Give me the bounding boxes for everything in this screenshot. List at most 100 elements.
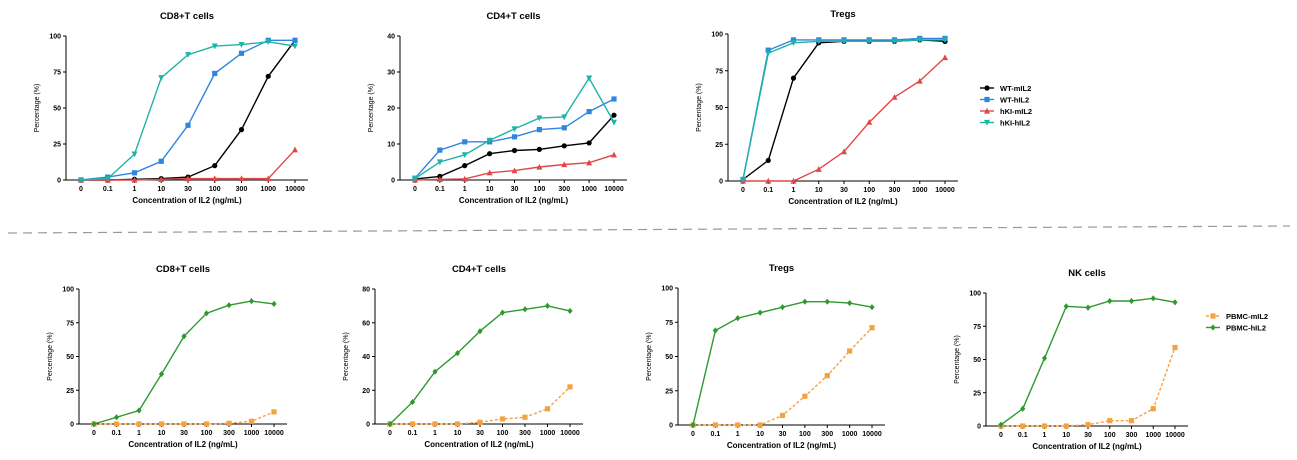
y-axis-label: Percentage (%): [696, 83, 703, 132]
data-point-PBMC-hIL2: [567, 307, 573, 315]
legend-label: WT-hIL2: [1000, 95, 1029, 104]
data-point-PBMC-hIL2: [690, 421, 696, 429]
data-point-WT-hIL2: [131, 170, 138, 176]
chart-title: NK cells: [1068, 268, 1106, 279]
x-tick-label: 300: [889, 187, 901, 194]
series-line-PBMC-hIL2: [692, 301, 873, 426]
x-tick-label: 300: [519, 430, 531, 437]
x-axis-label: Concentration of IL2 (ng/mL): [1032, 442, 1142, 451]
y-tick-label: 100: [711, 32, 723, 39]
y-tick-label: 10: [387, 142, 395, 149]
data-point-PBMC-mIL2: [1150, 406, 1156, 412]
data-point-hKI-hIL2: [942, 37, 948, 44]
x-tick-label: 10000: [285, 186, 305, 193]
data-point-hKI-mIL2: [486, 169, 493, 176]
y-tick-label: 80: [362, 287, 370, 294]
x-tick-label: 100: [799, 431, 811, 438]
y-tick-label: 75: [665, 320, 673, 327]
y-tick-label: 0: [70, 422, 74, 429]
x-tick-label: 10: [158, 430, 166, 437]
data-point-PBMC-hIL2: [248, 298, 255, 305]
data-point-WT-hIL2: [586, 109, 592, 115]
y-tick-label: 75: [973, 324, 981, 331]
data-point-PBMC-hIL2: [499, 309, 506, 316]
x-tick-label: 0.1: [112, 430, 122, 437]
data-point-WT-hIL2: [238, 50, 245, 56]
data-point-PBMC-hIL2: [387, 420, 393, 428]
data-point-hKI-mIL2: [185, 175, 191, 182]
x-tick-label: 0: [691, 431, 695, 438]
data-point-hKI-hIL2: [891, 38, 898, 45]
data-point-WT-hIL2: [536, 127, 542, 133]
y-tick-label: 50: [973, 357, 981, 364]
data-point-WT-hIL2: [790, 37, 797, 43]
x-tick-label: 0.1: [711, 431, 721, 438]
x-tick-label: 0.1: [1018, 432, 1028, 439]
data-point-PBMC-hIL2: [1063, 303, 1069, 310]
data-point-PBMC-mIL2: [136, 421, 142, 427]
data-point-hKI-hIL2: [561, 114, 568, 121]
data-point-hKI-mIL2: [461, 175, 468, 182]
y-tick-label: 75: [53, 70, 61, 77]
x-tick-label: 100: [497, 430, 509, 437]
x-tick-label: 0.1: [408, 430, 418, 437]
y-axis-label: Percentage (%): [368, 84, 375, 133]
data-point-hKI-mIL2: [611, 151, 617, 158]
y-tick-label: 100: [969, 291, 981, 298]
x-tick-label: 1: [133, 186, 137, 193]
series-line-WT-hIL2: [80, 39, 295, 181]
series-line-hKI-hIL2: [80, 41, 296, 181]
legend-2: PBMC-mIL2 PBMC-hIL2: [1206, 312, 1268, 332]
legend-marker: [984, 96, 990, 103]
y-tick-label: 40: [362, 354, 370, 361]
data-point-WT-hIL2: [212, 70, 218, 77]
data-point-hKI-mIL2: [561, 161, 568, 168]
chart-title: CD8+T cells: [156, 264, 210, 275]
data-point-PBMC-hIL2: [522, 306, 528, 313]
x-tick-label: 0.1: [435, 186, 445, 193]
data-point-hKI-hIL2: [611, 119, 617, 126]
series-line-PBMC-mIL2: [693, 327, 873, 426]
x-tick-label: 1: [433, 430, 437, 437]
chart-title: CD4+T cells: [452, 264, 506, 275]
data-point-hKI-hIL2: [841, 38, 847, 45]
data-point-PBMC-hIL2: [203, 310, 210, 317]
x-tick-label: 1: [736, 431, 740, 438]
series-line-PBMC-hIL2: [93, 300, 275, 425]
data-point-WT-mIL2: [765, 157, 771, 164]
data-point-hKI-hIL2: [158, 75, 165, 81]
chart-title: Tregs: [769, 263, 794, 274]
legend-marker: [984, 85, 990, 91]
x-tick-label: 10000: [604, 186, 624, 193]
data-point-hKI-hIL2: [185, 52, 191, 58]
data-point-hKI-mIL2: [942, 54, 948, 61]
y-tick-label: 50: [66, 354, 74, 361]
x-tick-label: 10000: [560, 430, 580, 437]
data-point-PBMC-hIL2: [1041, 355, 1048, 362]
chart-panel-5: CD4+T cells 0 20 40 60 80 0 0.1 1 10 30 100 300 1000 1…: [343, 264, 583, 449]
data-point-WT-mIL2: [586, 140, 592, 146]
y-axis-label: Percentage (%): [954, 335, 961, 384]
x-tick-label: 1: [137, 430, 141, 437]
y-axis-label: Percentage (%): [47, 332, 54, 381]
x-axis-label: Concentration of IL2 (ng/mL): [788, 197, 898, 206]
data-point-PBMC-mIL2: [158, 421, 165, 427]
chart-title: Tregs: [830, 9, 855, 20]
data-point-hKI-mIL2: [586, 159, 593, 166]
series-line-PBMC-hIL2: [1000, 297, 1176, 426]
data-point-hKI-mIL2: [536, 163, 543, 170]
data-point-hKI-mIL2: [265, 175, 272, 182]
x-tick-label: 1000: [244, 430, 260, 437]
data-point-PBMC-hIL2: [802, 298, 808, 305]
data-point-hKI-mIL2: [511, 167, 518, 174]
data-point-PBMC-mIL2: [432, 421, 438, 427]
y-tick-label: 25: [66, 388, 74, 395]
x-tick-label: 0: [79, 186, 83, 193]
data-point-hKI-hIL2: [436, 159, 443, 166]
data-point-WT-hIL2: [158, 158, 164, 164]
data-point-hKI-hIL2: [265, 39, 272, 45]
x-axis-label: Concentration of IL2 (ng/mL): [727, 441, 837, 450]
y-tick-label: 0: [57, 178, 61, 185]
chart-panel-2: CD4+T cells 0 10 20 30 40 0 0.1 1 10 30 100 300 1000 1…: [368, 11, 627, 205]
